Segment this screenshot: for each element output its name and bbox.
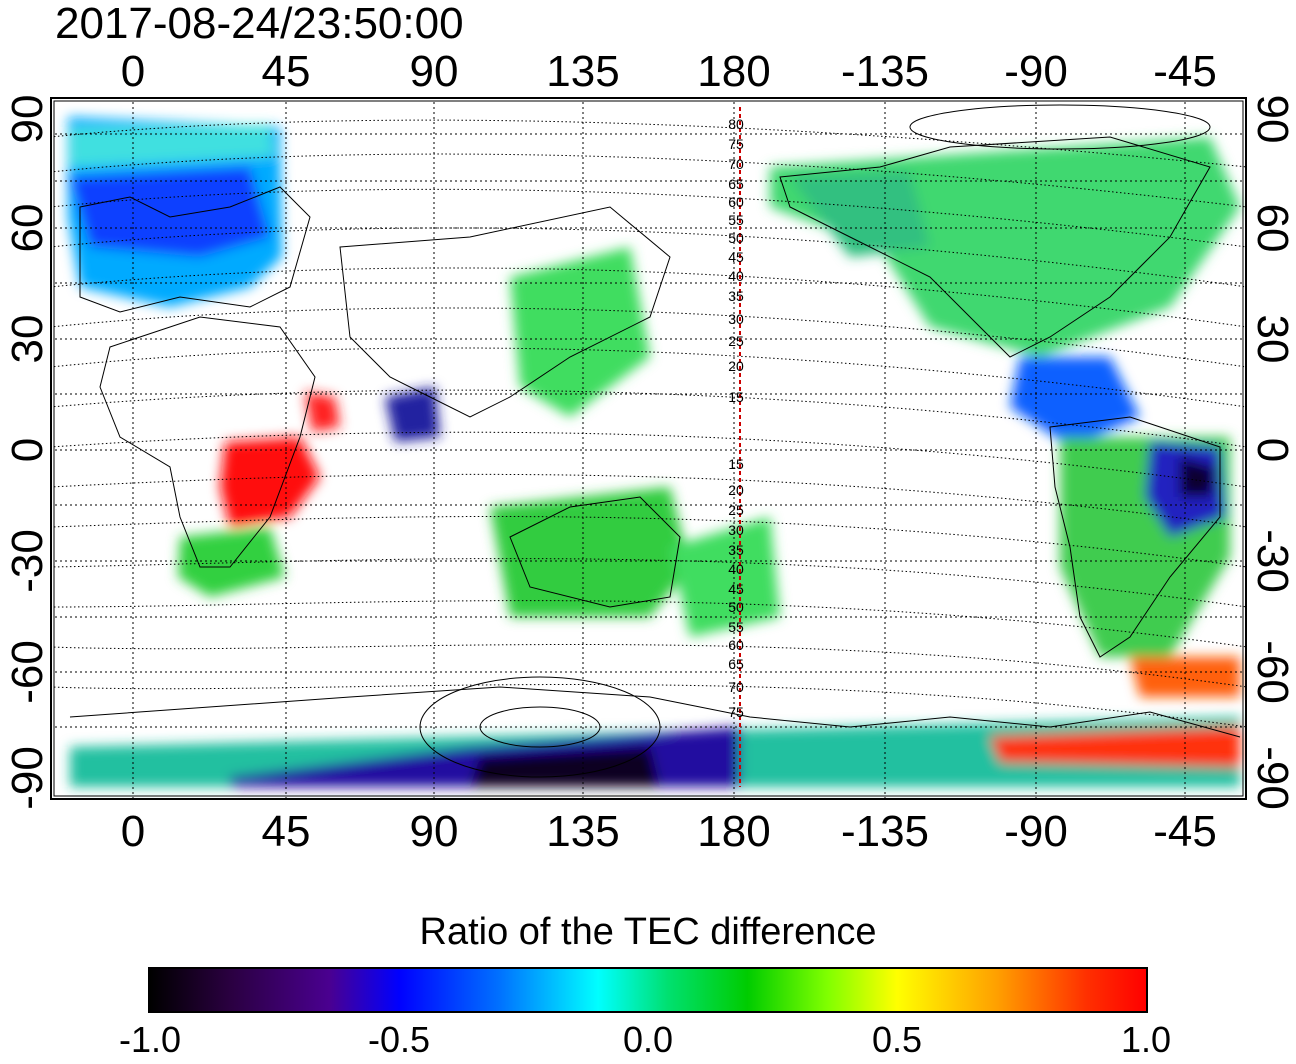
mag-lat-label: 70: [728, 156, 744, 172]
lat-tick-left: -90: [3, 746, 52, 810]
lon-tick-bottom: 0: [120, 807, 146, 856]
mag-lat-label: 65: [728, 176, 744, 192]
lat-tick-left: 60: [3, 203, 52, 253]
lon-tick-top: 0: [120, 47, 146, 96]
lat-tick-right: -30: [1248, 529, 1296, 593]
lat-tick-left: -60: [3, 640, 52, 704]
lon-tick-bottom: 90: [409, 807, 459, 856]
mag-lat-label: 45: [728, 581, 744, 597]
mag-lat-label: 40: [728, 561, 744, 577]
lat-tick-right: 90: [1248, 94, 1296, 144]
mag-lat-label: 40: [728, 268, 744, 284]
lon-tick-top: 45: [261, 47, 311, 96]
tec-data-layer: [68, 117, 1240, 787]
mag-lat-label: 15: [728, 456, 744, 472]
mag-lat-labels-south: 15 20 25 30 35 40 45 50 55 60 65 70 75: [728, 456, 744, 720]
lon-tick-bottom: 135: [546, 807, 620, 856]
lon-tick-bottom: -135: [840, 807, 930, 856]
lon-tick-top: 180: [697, 47, 771, 96]
colorbar-label: 0.0: [622, 1019, 674, 1060]
lon-tick-top: -135: [840, 47, 930, 96]
tec-map: 80 75 70 65 60 55 50 45 40 35 30 25 20 1…: [50, 97, 1247, 800]
lat-tick-right: 60: [1248, 203, 1296, 253]
lat-lon-grid: [50, 97, 1247, 800]
lat-tick-left: 0: [3, 437, 52, 463]
mag-lat-label: 15: [728, 389, 744, 405]
mag-lat-label: 20: [728, 358, 744, 374]
mag-lat-label: 70: [728, 679, 744, 695]
lon-tick-bottom: -90: [1004, 807, 1068, 856]
mag-lat-label: 45: [728, 249, 744, 265]
mag-lat-label: 35: [728, 288, 744, 304]
lat-tick-left: 30: [3, 314, 52, 364]
mag-lat-label: 55: [728, 619, 744, 635]
mag-lat-label: 30: [728, 522, 744, 538]
mag-lat-label: 50: [728, 599, 744, 615]
lon-tick-bottom: -45: [1153, 807, 1217, 856]
mag-lat-label: 50: [728, 230, 744, 246]
colorbar-label: 0.5: [871, 1019, 923, 1060]
lat-tick-left: -30: [3, 529, 52, 593]
mag-lat-label: 75: [728, 136, 744, 152]
colorbar-label: 1.0: [1120, 1019, 1172, 1060]
lon-tick-top: -45: [1153, 47, 1217, 96]
mag-lat-label: 60: [728, 637, 744, 653]
mag-lat-label: 80: [728, 116, 744, 132]
lat-tick-left: 90: [3, 94, 52, 144]
lon-tick-bottom: 45: [261, 807, 311, 856]
colorbar-title: Ratio of the TEC difference: [419, 911, 877, 953]
mag-lat-label: 20: [728, 482, 744, 498]
mag-lat-labels-north: 80 75 70 65 60 55 50 45 40 35 30 25 20 1…: [728, 116, 744, 405]
mag-lat-label: 75: [728, 704, 744, 720]
colorbar: [148, 967, 1148, 1013]
mag-lat-label: 55: [728, 212, 744, 228]
coastlines: [69, 104, 1241, 778]
mag-lat-label: 65: [728, 656, 744, 672]
lon-tick-top: 135: [546, 47, 620, 96]
magnetic-latitude-curves: [50, 119, 1247, 728]
lon-tick-top: 90: [409, 47, 459, 96]
lat-tick-right: -60: [1248, 640, 1296, 704]
colorbar-label: -0.5: [367, 1019, 431, 1060]
mag-lat-label: 30: [728, 311, 744, 327]
lat-tick-right: 30: [1248, 314, 1296, 364]
lon-tick-top: -90: [1004, 47, 1068, 96]
lon-tick-bottom: 180: [697, 807, 771, 856]
mag-lat-label: 25: [728, 333, 744, 349]
mag-lat-label: 35: [728, 542, 744, 558]
timestamp-title: 2017-08-24/23:50:00: [55, 0, 464, 48]
colorbar-label: -1.0: [118, 1019, 182, 1060]
lat-tick-right: 0: [1248, 437, 1296, 463]
mag-lat-label: 60: [728, 194, 744, 210]
lat-tick-right: -90: [1248, 746, 1296, 810]
mag-lat-label: 25: [728, 502, 744, 518]
